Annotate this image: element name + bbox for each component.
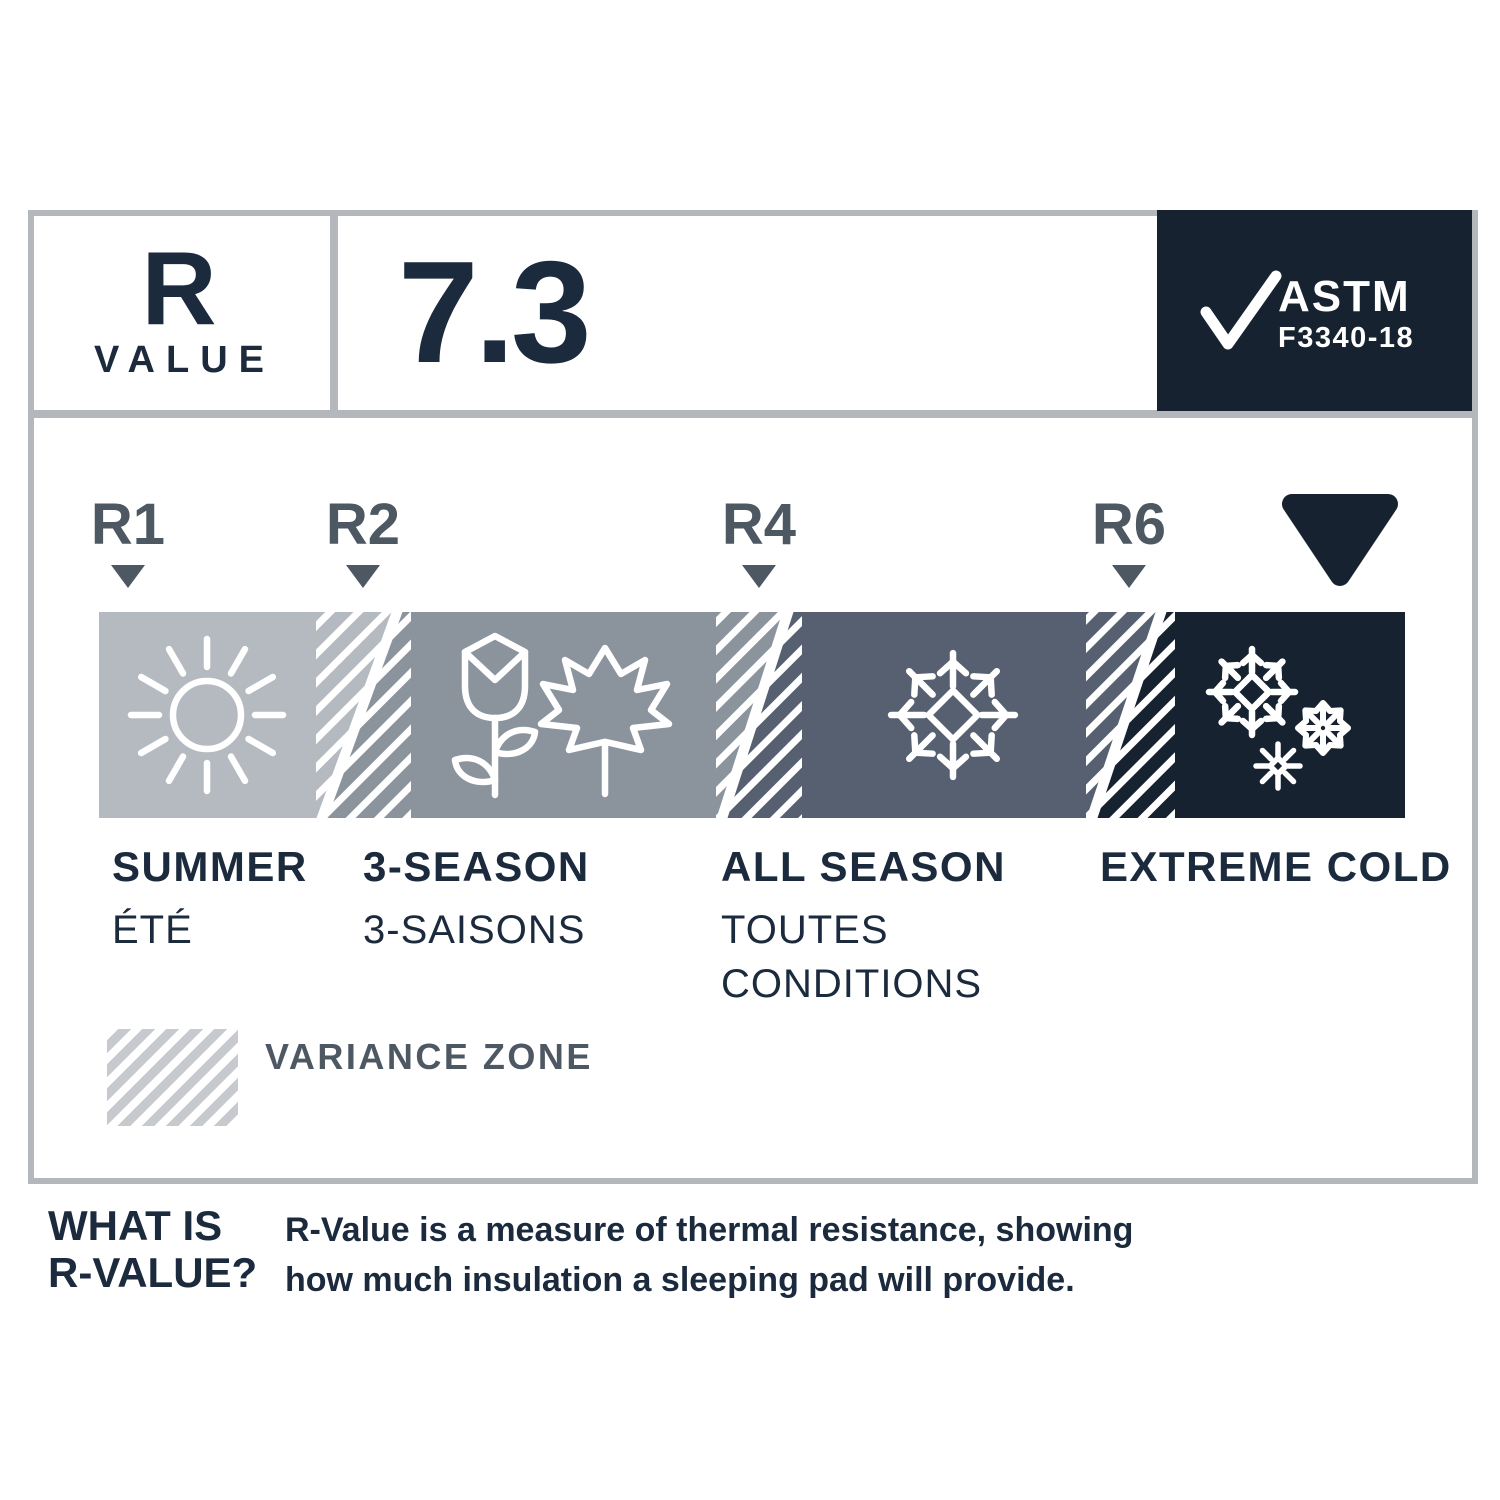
sun-icon xyxy=(131,639,283,791)
tulip-icon xyxy=(451,632,539,799)
variance-zone-label: VARIANCE ZONE xyxy=(265,1036,593,1077)
segment-title: 3-SEASON xyxy=(363,843,590,890)
r-letter: R xyxy=(141,230,217,347)
variance-zone-2 xyxy=(716,612,802,818)
marker-triangle-icon xyxy=(1112,565,1146,588)
footer-heading: WHAT IS R-VALUE? xyxy=(48,1202,257,1296)
segment-title: ALL SEASON xyxy=(721,843,1006,890)
segment-extreme-cold xyxy=(1175,612,1405,818)
r-value-number-cell: 7.3 xyxy=(398,216,592,408)
segment-label-all-season: ALL SEASON TOUTES CONDITIONS xyxy=(721,843,1006,1006)
astm-badge: ASTM F3340-18 xyxy=(1157,210,1472,411)
r-value-label-cell: R VALUE xyxy=(34,216,324,408)
marker-r4-label: R4 xyxy=(721,492,797,557)
marker-r2: R2 xyxy=(293,496,433,588)
footer-heading-line1: WHAT IS xyxy=(48,1202,223,1249)
marker-r1: R1 xyxy=(58,496,198,588)
segment-subtitle: CONDITIONS xyxy=(721,962,983,1006)
r-value-number: 7.3 xyxy=(398,230,592,393)
segment-three-season xyxy=(411,612,716,818)
header-vertical-divider xyxy=(330,210,338,414)
segment-label-summer: SUMMER ÉTÉ xyxy=(112,843,308,952)
segment-subtitle: ÉTÉ xyxy=(112,908,193,952)
marker-r6: R6 xyxy=(1059,496,1199,588)
segment-subtitle: 3-SAISONS xyxy=(363,908,586,952)
segment-title: EXTREME COLD xyxy=(1100,843,1452,890)
footer-body-line2: how much insulation a sleeping pad will … xyxy=(285,1260,1075,1299)
marker-triangle-icon xyxy=(111,565,145,588)
maple-leaf-icon xyxy=(537,644,673,798)
variance-zone-3 xyxy=(1086,612,1175,818)
marker-r1-label: R1 xyxy=(90,492,166,557)
segment-label-three-season: 3-SEASON 3-SAISONS xyxy=(363,843,590,952)
segment-title: SUMMER xyxy=(112,843,308,890)
astm-label: ASTM xyxy=(1278,272,1411,321)
marker-r6-label: R6 xyxy=(1091,492,1167,557)
value-word: VALUE xyxy=(94,339,275,382)
footer-body-line1: R-Value is a measure of thermal resistan… xyxy=(285,1211,1134,1249)
variance-hatch-swatch xyxy=(107,1029,238,1126)
marker-triangle-icon xyxy=(742,565,776,588)
variance-zone-1 xyxy=(316,612,411,818)
marker-triangle-icon xyxy=(346,565,380,588)
astm-standard-number: F3340-18 xyxy=(1278,322,1415,354)
value-pointer-triangle-icon xyxy=(1282,494,1398,586)
rating-bar xyxy=(99,612,1405,818)
segment-subtitle: TOUTES xyxy=(721,908,889,952)
segment-label-extreme-cold: EXTREME COLD xyxy=(1100,846,1452,888)
checkmark-icon xyxy=(1200,270,1282,350)
footer-heading-line2: R-VALUE? xyxy=(48,1249,258,1297)
segment-all-season xyxy=(802,612,1086,818)
header-divider xyxy=(28,410,1478,418)
marker-r4: R4 xyxy=(689,496,829,588)
footer-body: R-Value is a measure of thermal resistan… xyxy=(285,1206,1133,1306)
marker-r2-label: R2 xyxy=(325,492,401,557)
